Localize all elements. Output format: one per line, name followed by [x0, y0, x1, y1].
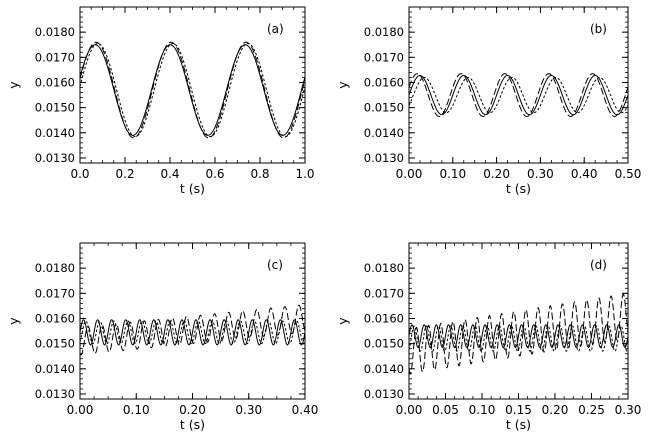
x-tick-label: 0.05 [432, 403, 459, 417]
y-tick-label: 0.0140 [364, 362, 404, 376]
x-tick-label: 0.30 [235, 403, 262, 417]
series-line-short-dash [409, 76, 628, 114]
x-tick-label: 0.20 [483, 167, 510, 181]
x-axis-label: t (s) [506, 181, 531, 196]
y-axis-label: y [335, 317, 350, 325]
panel-d: 0.00 0.05 0.10 0.15 0.20 0.25 0.30 0.0130 0.0140… [335, 242, 642, 432]
y-tick-label: 0.0170 [35, 286, 75, 300]
y-tick-label: 0.0170 [364, 50, 404, 64]
y-tick-label: 0.0150 [364, 101, 404, 115]
y-tick-label: 0.0130 [364, 387, 404, 401]
y-tick-label: 0.0160 [364, 311, 404, 325]
x-tick-label: 0.00 [67, 403, 94, 417]
y-tick-label: 0.0170 [364, 286, 404, 300]
y-tick-label: 0.0140 [35, 126, 75, 140]
series-line-long-dash [409, 293, 628, 375]
y-tick-label: 0.0160 [35, 311, 75, 325]
y-tick-label: 0.0130 [364, 151, 404, 165]
x-tick-label: 0.30 [527, 167, 554, 181]
y-axis-label: y [6, 317, 21, 325]
x-tick-label: 0.20 [179, 403, 206, 417]
y-tick-label: 0.0180 [35, 25, 75, 39]
x-tick-label: 0.8 [250, 167, 269, 181]
y-tick-label: 0.0150 [35, 101, 75, 115]
x-tick-label: 0.20 [542, 403, 569, 417]
x-tick-label: 0.40 [571, 167, 598, 181]
x-tick-label: 0.0 [70, 167, 89, 181]
series-line-short-dash [80, 42, 305, 138]
y-tick-label: 0.0160 [364, 75, 404, 89]
y-tick-label: 0.0130 [35, 151, 75, 165]
panel-label: (b) [590, 22, 607, 36]
x-tick-label: 0.00 [396, 403, 423, 417]
y-tick-label: 0.0180 [35, 261, 75, 275]
panel-label: (a) [267, 22, 284, 36]
y-tick-label: 0.0170 [35, 50, 75, 64]
y-tick-label: 0.0160 [35, 75, 75, 89]
x-tick-label: 1.0 [295, 167, 314, 181]
series-line-solid [80, 44, 305, 136]
x-tick-label: 0.10 [469, 403, 496, 417]
x-tick-label: 0.00 [396, 167, 423, 181]
y-tick-label: 0.0150 [35, 337, 75, 351]
x-tick-label: 0.25 [578, 403, 605, 417]
y-tick-label: 0.0140 [35, 362, 75, 376]
x-tick-label: 0.40 [292, 403, 319, 417]
panel-a: 0.0 0.2 0.4 0.6 0.8 1.0 0.0130 0.0140 0.0150 0.01… [6, 6, 315, 196]
panel-c: 0.00 0.10 0.20 0.30 0.40 0.0130 0.0140 0.0150 0.… [6, 242, 319, 432]
x-tick-label: 0.10 [439, 167, 466, 181]
y-tick-label: 0.0130 [35, 387, 75, 401]
x-tick-label: 0.4 [160, 167, 179, 181]
panel-b: 0.00 0.10 0.20 0.30 0.40 0.50 0.0130 0.0140 0.01… [335, 6, 642, 196]
x-tick-label: 0.50 [615, 167, 642, 181]
series-line-solid [409, 74, 628, 116]
y-tick-label: 0.0140 [364, 126, 404, 140]
x-tick-label: 0.2 [115, 167, 134, 181]
series-line-long-dash [80, 41, 305, 139]
x-axis-label: t (s) [180, 181, 205, 196]
y-tick-label: 0.0150 [364, 337, 404, 351]
panel-label: (c) [267, 258, 283, 272]
y-tick-label: 0.0180 [364, 25, 404, 39]
x-tick-label: 0.6 [205, 167, 224, 181]
panel-label: (d) [590, 258, 607, 272]
x-axis-label: t (s) [180, 417, 205, 432]
series-line-long-dash [409, 73, 628, 117]
y-tick-label: 0.0180 [364, 261, 404, 275]
y-axis-label: y [6, 81, 21, 89]
x-tick-label: 0.10 [123, 403, 150, 417]
x-tick-label: 0.30 [615, 403, 642, 417]
y-axis-label: y [335, 81, 350, 89]
x-axis-label: t (s) [506, 417, 531, 432]
x-tick-label: 0.15 [505, 403, 532, 417]
series-line-long-dash [80, 304, 305, 356]
